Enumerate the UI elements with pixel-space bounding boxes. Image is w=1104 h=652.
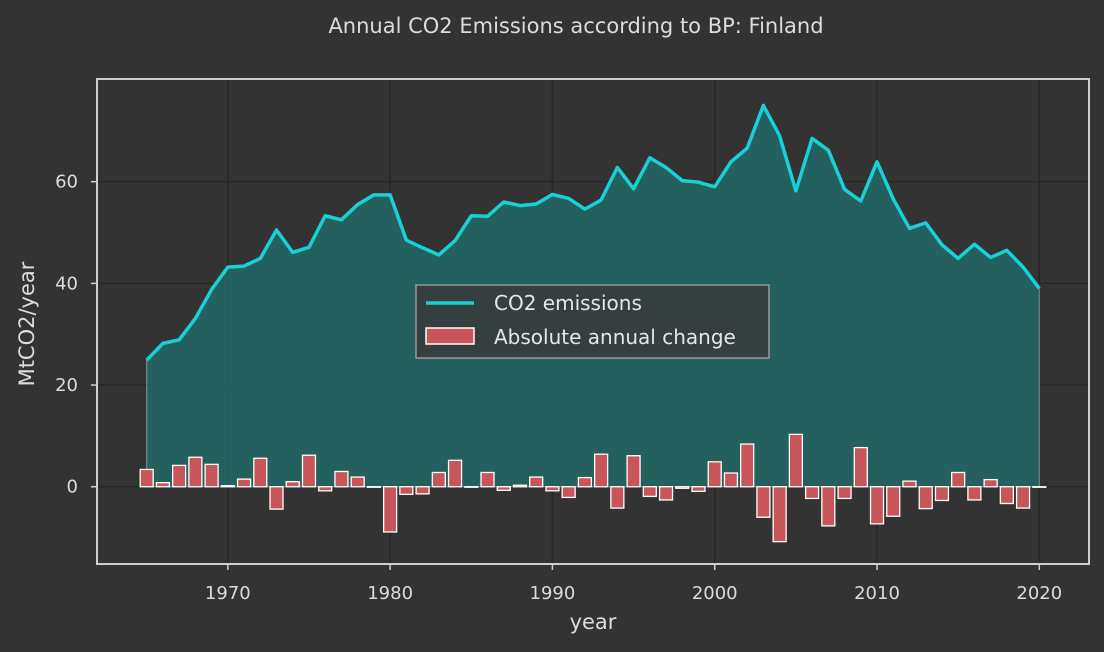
x-tick-label: 2000 <box>692 583 738 604</box>
bar-1981 <box>399 486 414 496</box>
bar-1984 <box>447 459 463 488</box>
bar-2009 <box>853 446 868 488</box>
bar-1968 <box>188 456 203 488</box>
bar-2002 <box>740 443 755 488</box>
bar-1985 <box>464 486 479 488</box>
bar-1970 <box>220 485 235 488</box>
bar-1971 <box>236 478 252 488</box>
bar-1997 <box>658 486 674 501</box>
x-axis-label: year <box>570 610 617 634</box>
bar-2001 <box>723 472 739 488</box>
bar-1986 <box>480 471 495 488</box>
legend-label-co2-emissions: CO2 emissions <box>494 291 642 315</box>
bar-2013 <box>918 486 933 510</box>
bar-1993 <box>593 453 609 488</box>
bar-1988 <box>512 484 528 488</box>
emissions-line <box>145 103 1041 362</box>
bar-2006 <box>804 486 820 500</box>
legend-box <box>415 284 770 359</box>
bar-1978 <box>350 476 365 488</box>
x-tick-label: 2020 <box>1016 583 1062 604</box>
bar-2019 <box>1015 486 1031 509</box>
bar-1999 <box>691 486 706 492</box>
legend-label-absolute-annual-change: Absolute annual change <box>494 325 736 349</box>
x-tick-label: 2010 <box>854 583 900 604</box>
legend-bar-swatch <box>425 327 475 345</box>
bar-1990 <box>545 486 560 492</box>
bar-2016 <box>967 486 982 501</box>
bar-1977 <box>334 470 349 488</box>
x-tick-label: 1980 <box>367 583 413 604</box>
y-tick-label: 40 <box>55 273 78 294</box>
y-tick-label: 20 <box>55 375 78 396</box>
y-axis-label: MtCO2/year <box>15 261 39 386</box>
bar-1998 <box>675 486 690 489</box>
bar-1973 <box>269 486 284 510</box>
bar-2011 <box>886 486 901 517</box>
bar-1994 <box>610 486 625 509</box>
bar-2007 <box>821 486 836 527</box>
bar-2018 <box>999 486 1014 505</box>
bar-1969 <box>204 463 219 488</box>
bar-2003 <box>756 486 771 518</box>
bar-2010 <box>869 486 885 525</box>
bar-1972 <box>253 457 268 488</box>
bar-1966 <box>155 482 171 488</box>
plot-frame <box>96 78 1090 565</box>
bar-1989 <box>529 476 544 488</box>
bar-1987 <box>496 486 511 491</box>
bar-1979 <box>366 486 382 488</box>
bar-2015 <box>951 471 966 488</box>
line-layer <box>145 103 1041 362</box>
bar-1980 <box>382 486 398 533</box>
bar-1996 <box>642 486 657 498</box>
bar-2005 <box>788 433 804 488</box>
bar-2000 <box>707 461 722 488</box>
bar-1982 <box>415 486 430 495</box>
bar-1976 <box>318 486 333 492</box>
bar-1991 <box>561 486 576 499</box>
x-ticks: 1970 1980 1990 2000 2010 2020 <box>205 564 1062 604</box>
bar-2020 <box>1032 486 1047 488</box>
y-tick-label: 0 <box>67 477 78 498</box>
bar-1992 <box>577 476 593 488</box>
chart-title: Annual CO2 Emissions according to BP: Fi… <box>328 14 823 38</box>
bar-2008 <box>837 486 852 500</box>
bar-1983 <box>431 471 446 488</box>
bar-2017 <box>983 478 998 488</box>
bar-2014 <box>934 486 950 502</box>
bar-1965 <box>139 468 154 488</box>
bar-layer <box>139 433 1047 543</box>
bar-1967 <box>172 464 187 488</box>
x-tick-label: 1990 <box>530 583 576 604</box>
bar-2004 <box>772 486 787 543</box>
bar-1995 <box>626 455 641 488</box>
bar-1974 <box>285 481 300 488</box>
bar-2012 <box>902 480 917 488</box>
x-tick-label: 1970 <box>205 583 251 604</box>
legend: CO2 emissions Absolute annual change <box>415 284 770 359</box>
y-ticks: 0 20 40 60 <box>55 172 97 498</box>
y-tick-label: 60 <box>55 172 78 193</box>
bar-1975 <box>301 454 317 488</box>
